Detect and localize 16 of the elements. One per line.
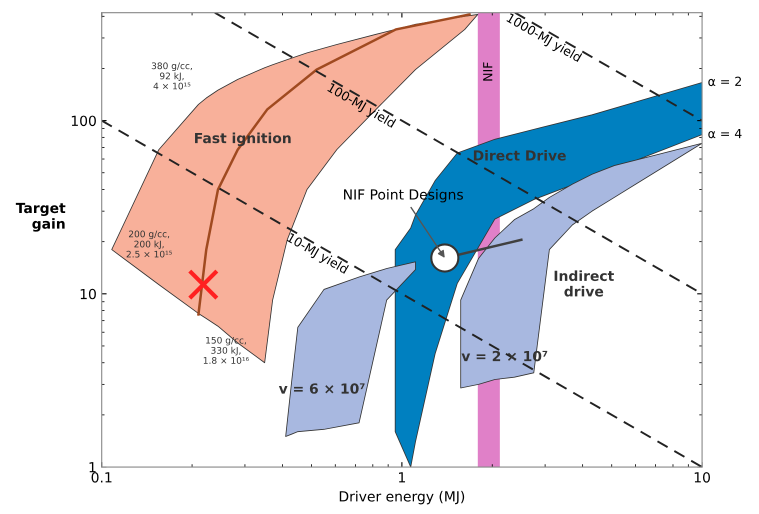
- x-tick-label: 10: [694, 472, 710, 483]
- annotation: α = 4: [708, 128, 742, 138]
- y-tick-label: 100: [72, 116, 96, 126]
- annotation: v = 6 × 10⁷: [278, 383, 365, 394]
- annotation: 380 g/cc, 92 kJ, 4 × 10¹⁵: [152, 62, 192, 90]
- band-label: NIF: [483, 62, 492, 81]
- y-tick-label: 1: [90, 462, 96, 472]
- annotation: Direct Drive: [474, 150, 566, 161]
- x-tick-label: 0.1: [92, 472, 112, 483]
- x-tick-label: 1: [399, 472, 406, 482]
- y-axis-title: Target gain: [16, 202, 66, 232]
- annotation: Indirect drive: [554, 270, 614, 297]
- x-axis-title: Driver energy (MJ): [340, 490, 464, 504]
- annotation: 200 g/cc, 200 kJ, 2.5 × 10¹⁵: [126, 230, 172, 258]
- y-tick-label: 10: [80, 288, 96, 300]
- annotation: α = 2: [708, 76, 741, 86]
